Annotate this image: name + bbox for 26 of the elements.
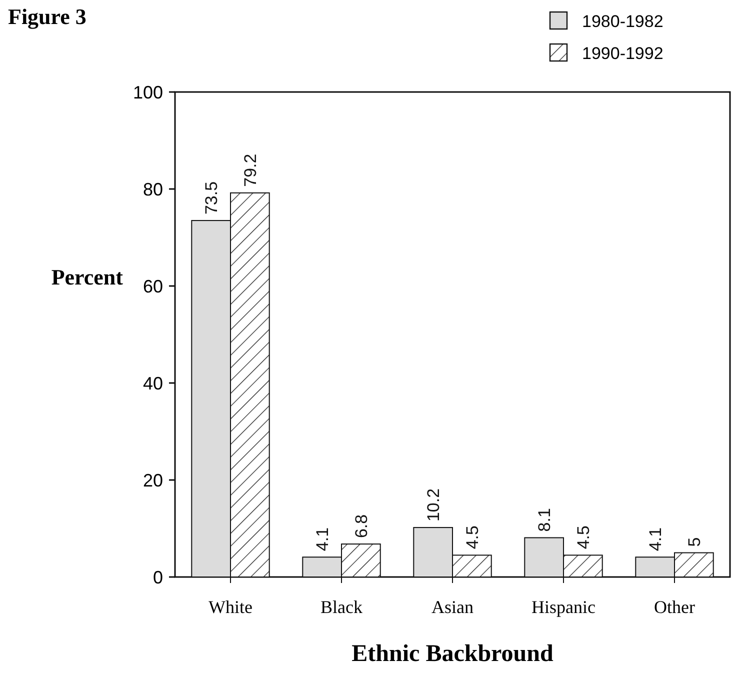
x-tick-label: Hispanic (532, 597, 596, 617)
data-label: 8.1 (535, 508, 554, 532)
y-tick-label: 20 (142, 470, 163, 490)
x-axis-title: Ethnic Backbround (352, 641, 554, 667)
data-label: 4.1 (646, 527, 666, 552)
data-label: 6.8 (352, 514, 371, 538)
legend-label: 1990-1992 (582, 44, 664, 63)
y-tick-label: 100 (132, 82, 163, 102)
y-axis-title: Percent (51, 264, 124, 290)
y-tick-label: 60 (142, 276, 163, 296)
data-label: 4.5 (462, 526, 482, 550)
data-label: 10.2 (424, 488, 444, 522)
data-label: 5 (684, 537, 704, 547)
x-tick-label: Black (320, 597, 362, 617)
x-tick-label: White (208, 597, 252, 617)
chart-title: Figure 3 (8, 4, 86, 29)
x-tick-label: Other (654, 597, 695, 617)
y-tick-label: 80 (142, 179, 163, 200)
data-label: 4.5 (574, 526, 593, 550)
y-tick-label: 40 (142, 373, 163, 394)
data-label: 73.5 (202, 181, 222, 215)
x-tick-label: Asian (432, 597, 474, 617)
data-label: 79.2 (240, 154, 260, 187)
y-tick-label: 0 (152, 567, 163, 588)
legend-label: 1980-1982 (582, 12, 664, 31)
data-label: 4.1 (313, 527, 332, 552)
